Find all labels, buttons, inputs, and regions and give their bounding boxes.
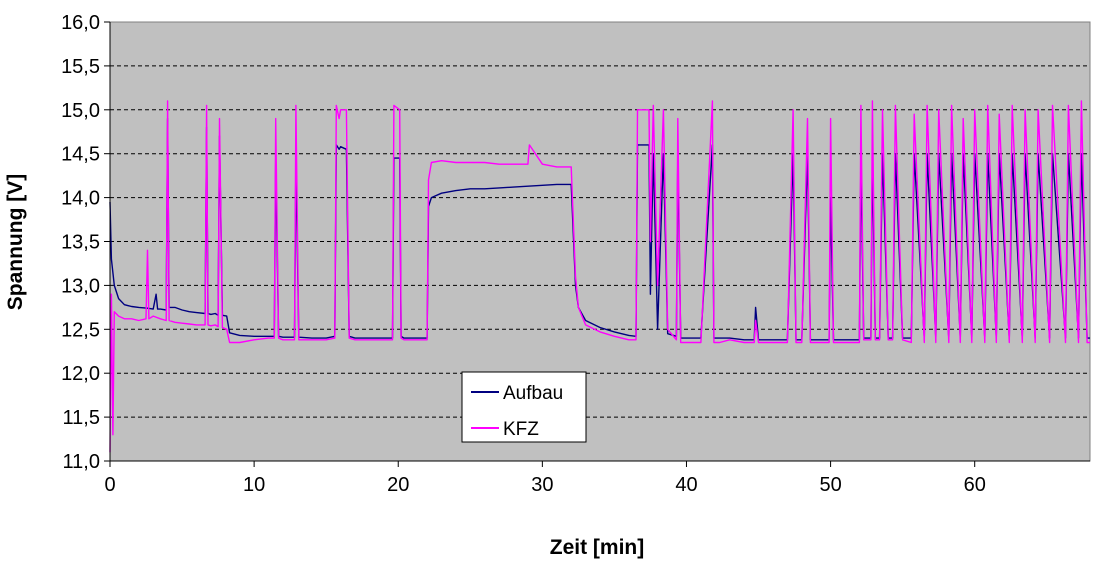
x-tick-label: 60 bbox=[964, 474, 986, 496]
y-ticks: 11,0 11,5 12,0 12,5 13,0 13,5 14,0 14,5 15,0 15,5… bbox=[61, 12, 110, 473]
y-tick-label: 14,5 bbox=[61, 144, 100, 166]
legend: Aufbau KFZ bbox=[461, 371, 587, 443]
legend-label-kfz: KFZ bbox=[503, 419, 539, 440]
y-tick-label: 12,5 bbox=[61, 319, 100, 341]
y-tick-label: 13,5 bbox=[61, 232, 100, 254]
x-tick-label: 50 bbox=[819, 474, 841, 496]
x-tick-label: 10 bbox=[243, 474, 265, 496]
x-tick-label: 0 bbox=[104, 474, 115, 496]
gridlines bbox=[110, 65, 1090, 418]
y-tick-label: 11,5 bbox=[63, 407, 100, 429]
x-tick-label: 40 bbox=[675, 474, 697, 496]
y-tick-label: 13,0 bbox=[61, 275, 100, 297]
y-tick-label: 11,0 bbox=[63, 451, 100, 473]
series-line-kfz bbox=[109, 100, 1090, 453]
y-tick-label: 15,5 bbox=[61, 56, 100, 78]
y-tick-label: 16,0 bbox=[61, 12, 100, 34]
x-tick-label: 20 bbox=[387, 474, 409, 496]
legend-box bbox=[461, 371, 587, 443]
x-tick-label: 30 bbox=[531, 474, 553, 496]
y-tick-label: 12,0 bbox=[61, 363, 100, 385]
x-axis-title: Zeit [min] bbox=[550, 536, 645, 559]
x-ticks: 0 10 20 30 40 50 60 bbox=[104, 461, 986, 496]
y-axis-title: Spannung [V] bbox=[4, 174, 27, 310]
y-tick-label: 15,0 bbox=[61, 100, 100, 122]
data-series bbox=[109, 100, 1090, 453]
y-tick-label: 14,0 bbox=[61, 188, 100, 210]
legend-label-aufbau: Aufbau bbox=[503, 383, 563, 404]
